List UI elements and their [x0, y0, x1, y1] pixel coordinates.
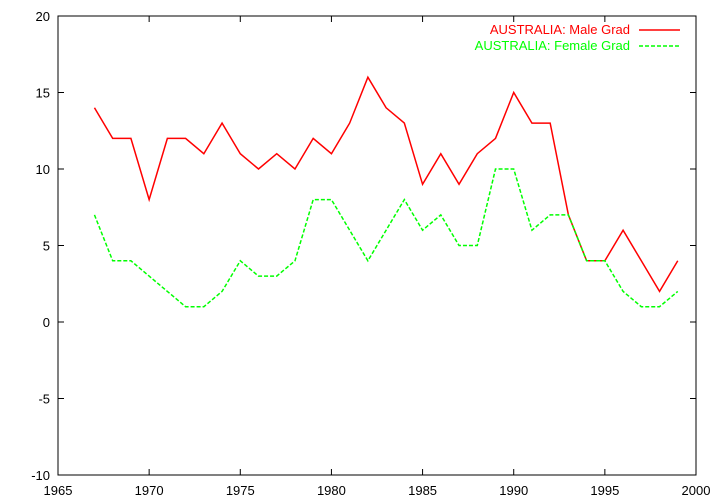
series-line-2	[93, 168, 679, 308]
y-tick-label: -10	[31, 468, 50, 483]
y-tick-label: -5	[38, 392, 50, 407]
series-line-1	[93, 75, 679, 293]
x-tick-label: 2000	[682, 483, 711, 498]
x-tick-label: 1980	[317, 483, 346, 498]
y-tick-label: 20	[36, 9, 50, 24]
x-tick-label: 1985	[408, 483, 437, 498]
axes: 1965 1970 1975 1980 1985 1990 1995 2000 -10 -5 0 5 1…	[31, 9, 710, 498]
y-tick-label: 0	[43, 315, 50, 330]
legend-label-1: AUSTRALIA: Male Grad	[490, 22, 630, 37]
y-tick-label: 5	[43, 239, 50, 254]
x-tick-label: 1970	[135, 483, 164, 498]
series-lines	[93, 75, 679, 308]
x-tick-label: 1975	[226, 483, 255, 498]
legend-label-2: AUSTRALIA: Female Grad	[475, 38, 630, 53]
y-tick-label: 10	[36, 162, 50, 177]
x-tick-label: 1965	[44, 483, 73, 498]
y-tick-label: 15	[36, 86, 50, 101]
x-tick-label: 1995	[590, 483, 619, 498]
x-tick-label: 1990	[499, 483, 528, 498]
